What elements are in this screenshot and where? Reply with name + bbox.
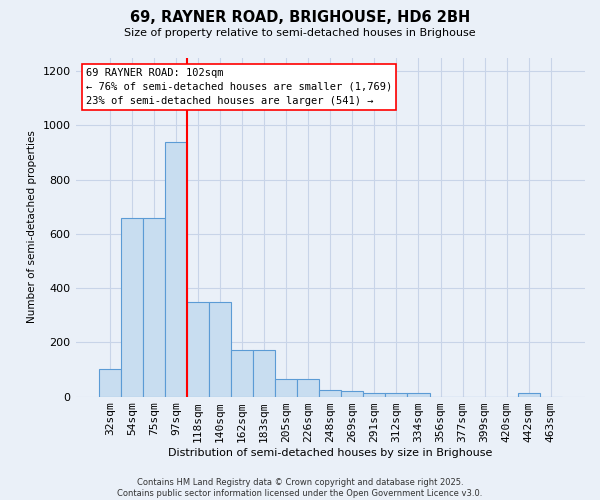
Bar <box>209 302 231 396</box>
Text: Size of property relative to semi-detached houses in Brighouse: Size of property relative to semi-detach… <box>124 28 476 38</box>
Bar <box>341 391 364 396</box>
Bar <box>518 394 540 396</box>
Bar <box>231 350 253 397</box>
Bar <box>98 370 121 396</box>
Bar <box>121 218 143 396</box>
Bar <box>385 394 407 396</box>
Bar <box>407 394 430 396</box>
Bar <box>143 218 165 396</box>
Y-axis label: Number of semi-detached properties: Number of semi-detached properties <box>27 130 37 324</box>
Bar <box>275 379 297 396</box>
Text: 69 RAYNER ROAD: 102sqm
← 76% of semi-detached houses are smaller (1,769)
23% of : 69 RAYNER ROAD: 102sqm ← 76% of semi-det… <box>86 68 392 106</box>
Text: 69, RAYNER ROAD, BRIGHOUSE, HD6 2BH: 69, RAYNER ROAD, BRIGHOUSE, HD6 2BH <box>130 10 470 25</box>
Bar <box>187 302 209 396</box>
Bar <box>364 394 385 396</box>
Bar <box>165 142 187 396</box>
Text: Contains HM Land Registry data © Crown copyright and database right 2025.
Contai: Contains HM Land Registry data © Crown c… <box>118 478 482 498</box>
Bar <box>319 390 341 396</box>
X-axis label: Distribution of semi-detached houses by size in Brighouse: Distribution of semi-detached houses by … <box>168 448 493 458</box>
Bar <box>297 379 319 396</box>
Bar <box>253 350 275 397</box>
